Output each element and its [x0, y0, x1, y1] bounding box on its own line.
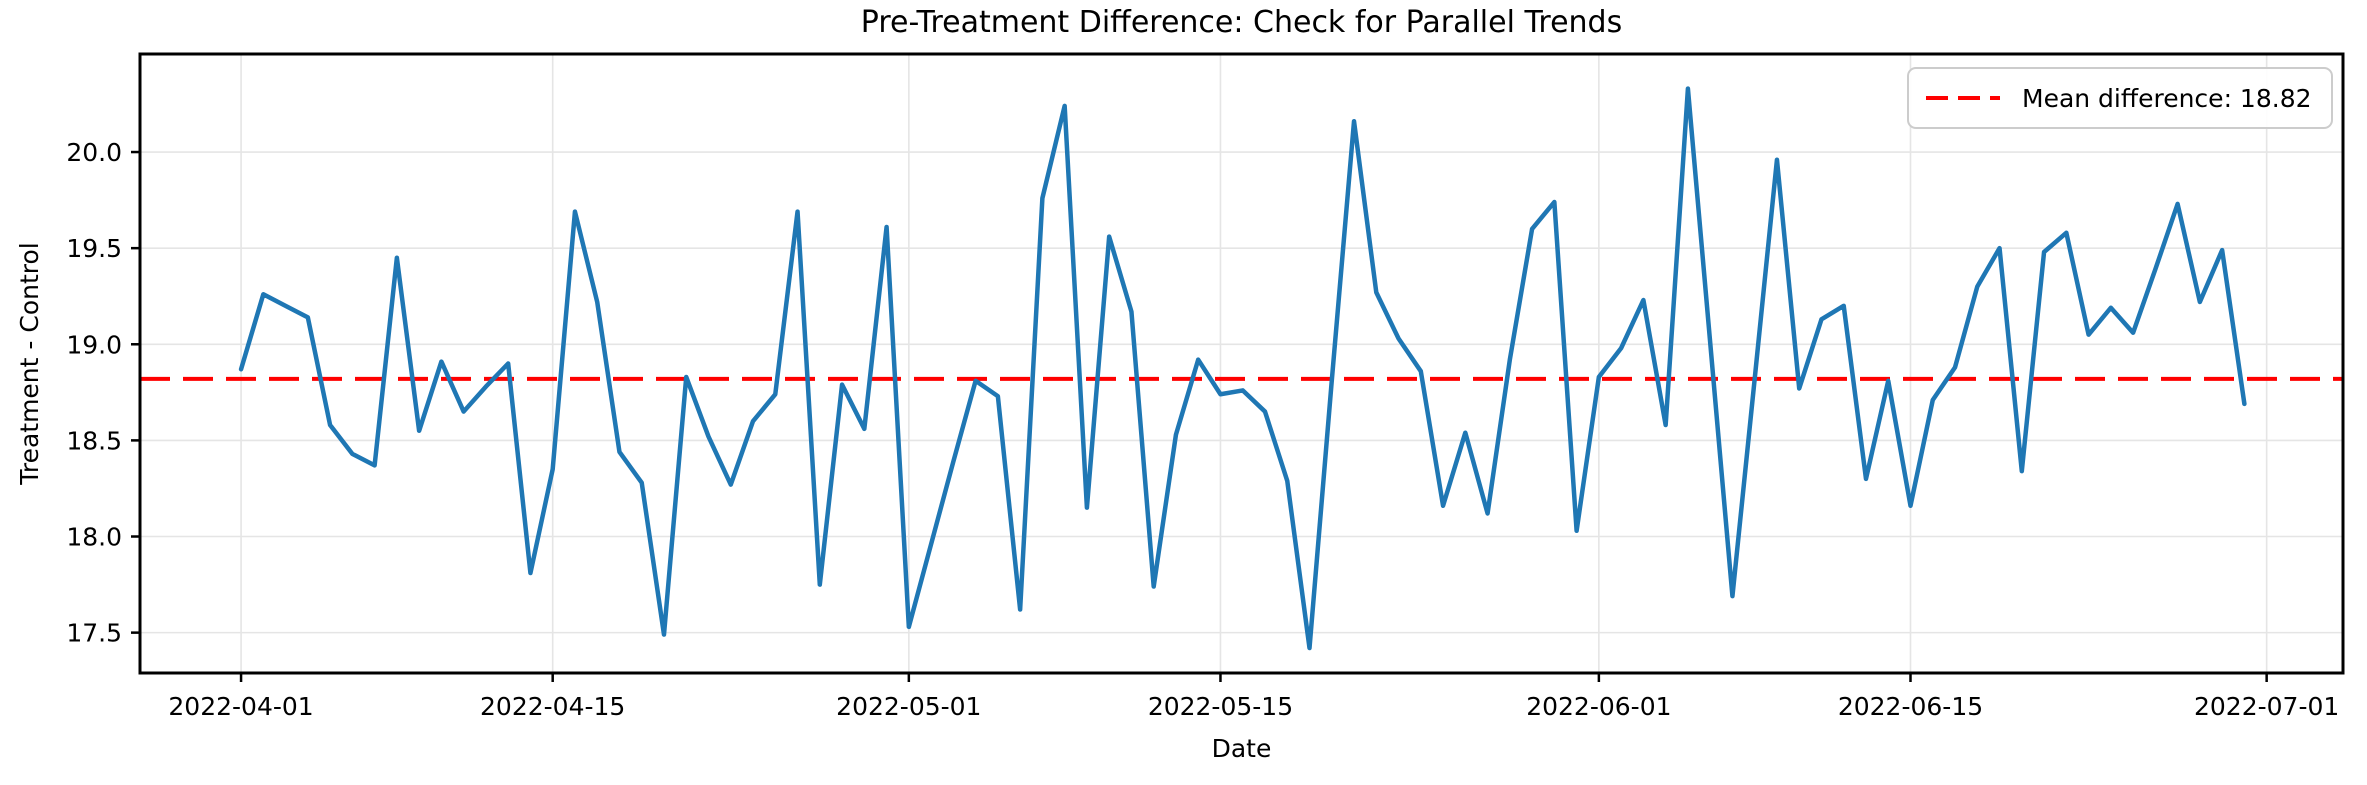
plot-border: [138, 52, 2345, 675]
y-axis-label: Treatment - Control: [15, 242, 44, 486]
gridlines: [140, 54, 2343, 673]
difference-series-line: [238, 86, 2247, 651]
y-tick-label: 18.5: [66, 426, 122, 455]
legend-box: [1907, 67, 2333, 129]
y-axis-ticks: 17.5 18.0 18.5 19.0 19.5 20.0: [66, 138, 140, 648]
x-tick-label: 2022-04-15: [480, 692, 625, 721]
y-tick-label: 20.0: [66, 138, 122, 167]
x-axis-label: Date: [1212, 734, 1272, 763]
x-tick-label: 2022-05-01: [836, 692, 981, 721]
y-tick-label: 18.0: [66, 523, 122, 552]
legend-label: Mean difference: 18.82: [2022, 84, 2312, 113]
x-tick-label: 2022-07-01: [2194, 692, 2339, 721]
y-tick-label: 17.5: [66, 619, 122, 648]
chart-title: Pre-Treatment Difference: Check for Para…: [861, 5, 1622, 40]
x-axis-ticks: 2022-04-01 2022-04-15 2022-05-01 2022-05-15…: [168, 673, 2339, 721]
x-tick-label: 2022-05-15: [1148, 692, 1293, 721]
y-tick-label: 19.5: [66, 234, 122, 263]
y-tick-label: 19.0: [66, 330, 122, 359]
x-tick-label: 2022-04-01: [168, 692, 313, 721]
legend: Mean difference: 18.82: [1907, 67, 2333, 129]
x-tick-label: 2022-06-01: [1526, 692, 1671, 721]
x-tick-label: 2022-06-15: [1838, 692, 1983, 721]
